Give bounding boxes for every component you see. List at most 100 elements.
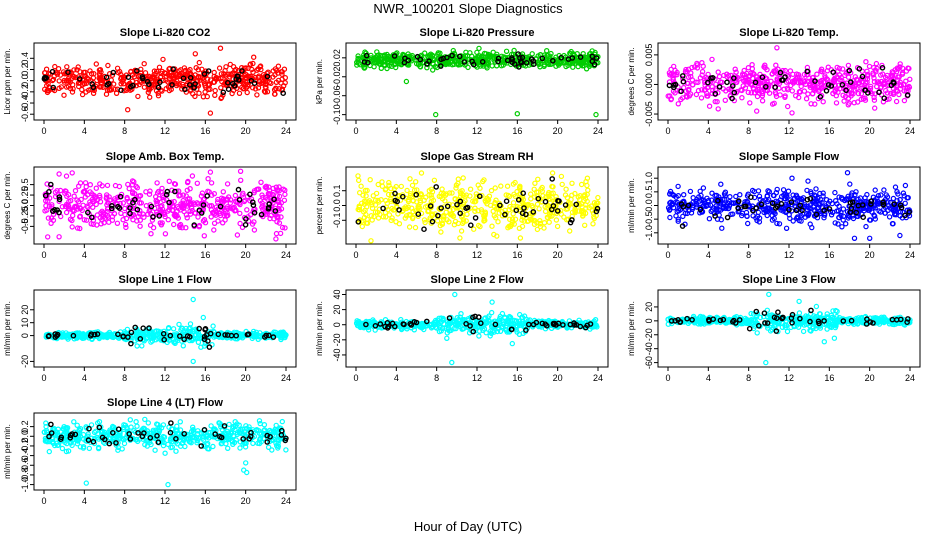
black-data-point <box>201 71 208 77</box>
outlier-point <box>867 235 873 241</box>
data-point <box>71 67 77 73</box>
data-point <box>528 196 534 202</box>
data-point <box>64 193 70 199</box>
data-point <box>170 221 177 228</box>
data-point <box>700 63 706 69</box>
data-point <box>250 69 256 76</box>
data-point <box>845 74 852 80</box>
y-tick-label: 0.5 <box>644 186 654 199</box>
data-point <box>276 184 282 190</box>
data-point <box>480 61 486 67</box>
outlier-point <box>250 54 257 60</box>
data-point <box>712 98 718 105</box>
data-point <box>119 79 126 85</box>
outlier-point <box>160 56 166 63</box>
data-point <box>177 207 184 213</box>
data-point <box>805 178 811 184</box>
data-point <box>434 218 441 224</box>
black-data-point <box>200 202 207 208</box>
data-point <box>762 65 768 71</box>
black-series-points <box>361 51 600 70</box>
series-points <box>43 296 289 365</box>
data-point <box>218 75 224 82</box>
y-tick-label: 0.0 <box>20 74 30 87</box>
x-tick-label: 8 <box>434 250 439 260</box>
black-data-point <box>516 64 522 70</box>
data-point <box>355 58 361 64</box>
data-point <box>585 187 591 193</box>
panel-title: Slope Li-820 Pressure <box>420 27 535 39</box>
data-point <box>224 204 231 210</box>
data-point <box>98 79 105 86</box>
data-point <box>407 176 413 182</box>
y-tick-label: -20 <box>644 328 654 341</box>
data-point <box>841 98 847 104</box>
black-data-point <box>890 79 897 85</box>
data-point <box>281 197 288 203</box>
data-point <box>736 76 742 82</box>
data-point <box>140 211 146 217</box>
black-data-point <box>224 80 231 86</box>
data-point <box>896 91 902 98</box>
data-point <box>219 220 226 226</box>
outlier-point <box>449 359 455 366</box>
data-point <box>61 92 67 98</box>
data-point <box>257 197 264 204</box>
data-point <box>699 68 706 75</box>
x-tick-label: 0 <box>665 250 670 260</box>
outlier-point <box>192 51 198 57</box>
data-point <box>146 208 152 214</box>
data-point <box>785 86 791 93</box>
data-point <box>808 101 814 107</box>
y-tick-label: -0.4 <box>20 95 30 111</box>
data-point <box>467 50 473 56</box>
data-point <box>103 194 110 200</box>
data-point <box>205 86 211 93</box>
data-point <box>668 96 675 102</box>
data-point <box>167 202 173 208</box>
data-point <box>207 77 214 83</box>
data-point <box>138 200 144 206</box>
black-data-point <box>495 55 502 62</box>
data-point <box>89 191 95 197</box>
data-point <box>136 211 143 217</box>
black-data-point <box>531 61 537 67</box>
data-point <box>106 86 112 93</box>
data-point <box>741 78 747 84</box>
black-data-point <box>89 214 95 221</box>
x-tick-label: 16 <box>512 126 522 136</box>
data-point <box>858 96 865 103</box>
black-data-point <box>449 52 455 59</box>
black-data-point <box>904 92 911 98</box>
data-point <box>104 182 111 189</box>
data-point <box>675 101 682 107</box>
black-data-point <box>712 91 719 97</box>
data-point <box>249 66 255 73</box>
data-point <box>170 326 177 332</box>
data-point <box>81 217 88 223</box>
black-data-point <box>731 89 738 96</box>
data-point <box>546 58 553 64</box>
data-point <box>745 64 752 71</box>
black-data-point <box>729 95 735 102</box>
x-tick-label: 12 <box>160 126 170 136</box>
x-tick-label: 4 <box>394 250 399 260</box>
data-point <box>903 68 910 74</box>
data-point <box>199 190 206 196</box>
data-point <box>393 61 399 67</box>
black-data-point <box>202 325 209 332</box>
black-data-point <box>456 53 463 60</box>
outlier-point <box>139 343 145 349</box>
x-tick-label: 12 <box>472 126 482 136</box>
data-point <box>252 86 259 92</box>
data-point <box>439 186 445 192</box>
y-tick-label: 0.000 <box>644 73 654 96</box>
data-point <box>685 87 692 94</box>
data-point <box>706 103 713 109</box>
x-tick-label: 16 <box>200 250 210 260</box>
y-axis-label: kPa per min. <box>315 59 324 104</box>
x-tick-label: 4 <box>82 373 87 383</box>
data-point <box>680 75 686 82</box>
y-tick-label: 0.4 <box>20 52 30 65</box>
